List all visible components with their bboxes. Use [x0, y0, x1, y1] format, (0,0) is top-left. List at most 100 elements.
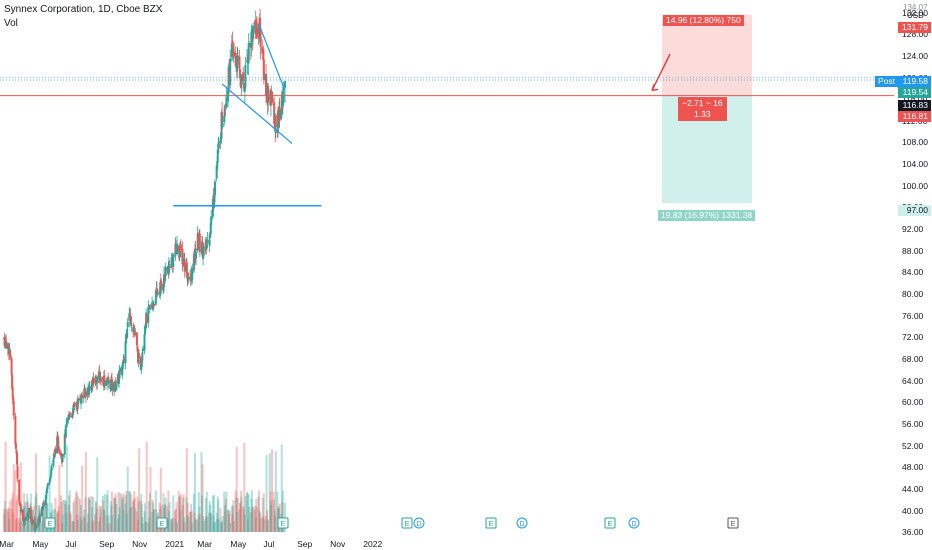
volume-bar: [228, 513, 231, 532]
candle-body: [4, 338, 7, 341]
candle-body: [270, 91, 273, 104]
ratio-box[interactable]: −2.71 ~ 16 1.33: [678, 97, 727, 121]
volume-bar: [231, 505, 234, 532]
candle-body: [97, 371, 100, 379]
post-tag: Post: [875, 76, 899, 87]
wedge-lower-line[interactable]: [221, 83, 293, 144]
volume-label[interactable]: Vol: [4, 18, 18, 29]
volume-bar: [221, 516, 224, 532]
volume-bar: [148, 492, 151, 532]
volume-bar: [136, 496, 139, 532]
candle-body: [210, 216, 213, 226]
candle-body: [182, 258, 185, 264]
candle-body: [52, 459, 55, 466]
candle-body: [54, 448, 57, 454]
symbol-title[interactable]: Synnex Corporation, 1D, Cboe BZX: [4, 4, 163, 15]
volume-bar: [225, 491, 228, 532]
wedge-upper-line[interactable]: [258, 24, 286, 90]
candle-body: [45, 488, 48, 494]
candle-body: [92, 378, 95, 383]
dividend-marker[interactable]: D: [413, 517, 425, 529]
candle-body: [138, 353, 141, 359]
candle-body: [18, 479, 21, 501]
earnings-marker-letter: E: [405, 521, 410, 528]
volume-bar: [14, 519, 17, 532]
candle-body: [19, 504, 22, 512]
time-axis[interactable]: [0, 536, 932, 550]
candle-body: [220, 137, 222, 142]
volume-bar: [71, 520, 74, 532]
candle-body: [262, 49, 265, 61]
candle-body: [244, 64, 247, 88]
volume-bar: [132, 501, 135, 532]
earnings-marker[interactable]: E: [277, 517, 289, 529]
earnings-marker[interactable]: E: [156, 517, 168, 529]
earnings-marker[interactable]: E: [727, 517, 739, 529]
volume-bar: [12, 464, 15, 532]
volume-bar: [7, 507, 10, 532]
candle-body: [276, 112, 279, 129]
volume-bar: [121, 496, 124, 532]
candle-body: [170, 266, 173, 268]
earnings-marker[interactable]: E: [401, 517, 413, 529]
candle-body: [163, 276, 166, 279]
volume-bar: [216, 519, 219, 532]
volume-bar: [178, 495, 181, 532]
earnings-marker[interactable]: E: [485, 517, 497, 529]
volume-bar: [249, 512, 252, 532]
drawings[interactable]: [173, 24, 671, 207]
volume-bar: [196, 520, 199, 532]
event-markers[interactable]: E E E E E E ED D D: [44, 517, 739, 529]
volume-bar: [200, 452, 203, 532]
target-box-label[interactable]: 14.96 (12.80%) 750: [663, 15, 744, 26]
volume-bar: [113, 498, 116, 532]
candle-body: [124, 341, 127, 364]
volume-bar: [144, 503, 147, 532]
candle-body: [224, 105, 227, 107]
signal-arrow[interactable]: [651, 53, 671, 91]
volume-bar: [61, 523, 64, 532]
volume-bar: [177, 490, 180, 532]
candle-body: [49, 475, 52, 479]
volume-bar: [94, 500, 97, 532]
target-zone[interactable]: [662, 14, 752, 96]
candle-body: [37, 518, 40, 526]
earnings-marker[interactable]: E: [44, 517, 56, 529]
candle-body: [114, 380, 117, 389]
dividend-marker[interactable]: D: [516, 517, 528, 529]
candle-body: [143, 334, 146, 351]
earnings-marker-shape: [604, 517, 616, 529]
volume-bar: [186, 503, 189, 532]
volume-bar: [270, 500, 273, 532]
volume-bar: [58, 465, 61, 532]
candle-body: [242, 83, 245, 85]
dividend-marker-shape: [628, 517, 640, 529]
volume-bar: [35, 492, 38, 532]
candle-body: [31, 520, 34, 524]
candle-body: [80, 402, 83, 404]
candle-body: [232, 48, 235, 52]
dividend-marker[interactable]: D: [628, 517, 640, 529]
volume-bar: [185, 448, 188, 532]
candle-body: [129, 316, 132, 326]
volume-bar: [59, 495, 62, 532]
candle-body: [233, 51, 236, 56]
volume-bar: [132, 499, 135, 532]
volume-bar: [57, 506, 60, 532]
candle-body: [59, 452, 62, 457]
candle-body: [69, 416, 72, 417]
dividend-marker-letter: D: [416, 521, 421, 528]
candle-body: [236, 55, 239, 58]
candle-body: [14, 416, 17, 445]
volume-bar: [193, 513, 196, 532]
volume-bar: [130, 506, 133, 532]
candle-body: [106, 381, 109, 385]
stop-box-label[interactable]: 19.83 (16.97%) 1331.38: [658, 210, 756, 221]
dividend-marker-shape: [413, 517, 425, 529]
earnings-marker[interactable]: E: [604, 517, 616, 529]
volume-bar: [72, 521, 75, 532]
candle-body: [174, 245, 177, 252]
candle-body: [100, 379, 103, 382]
volume-bar: [109, 523, 112, 532]
